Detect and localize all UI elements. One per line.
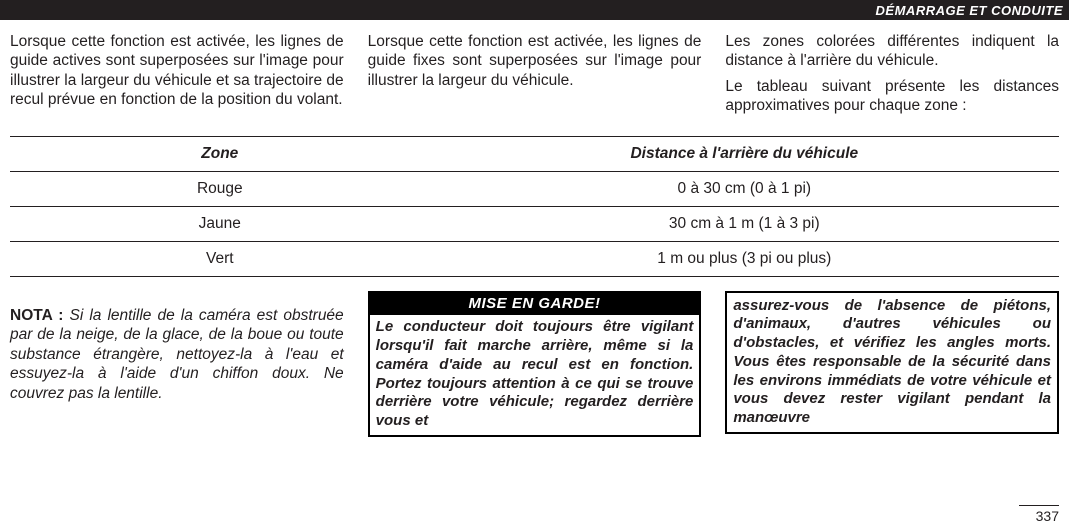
nota-paragraph: NOTA : Si la lentille de la caméra est o… <box>10 306 344 403</box>
table-row: Jaune 30 cm à 1 m (1 à 3 pi) <box>10 206 1059 241</box>
warning-column-2: assurez-vous de l'absence de piétons, d'… <box>725 291 1059 437</box>
intro-columns: Lorsque cette fonction est activée, les … <box>10 32 1059 122</box>
warning-body-1: Le conducteur doit toujours être vigilan… <box>370 315 700 435</box>
table-header-row: Zone Distance à l'arrière du véhicule <box>10 136 1059 171</box>
intro-text-3a: Les zones colorées différentes indiquent… <box>725 32 1059 71</box>
nota-column: NOTA : Si la lentille de la caméra est o… <box>10 291 344 437</box>
intro-col-2: Lorsque cette fonction est activée, les … <box>368 32 702 122</box>
cell-dist: 30 cm à 1 m (1 à 3 pi) <box>430 206 1059 241</box>
warning-box: MISE EN GARDE! Le conducteur doit toujou… <box>368 291 702 437</box>
cell-dist: 1 m ou plus (3 pi ou plus) <box>430 241 1059 276</box>
nota-label: NOTA : <box>10 307 63 324</box>
warning-body-2: assurez-vous de l'absence de piétons, d'… <box>727 293 1057 432</box>
warning-column-1: MISE EN GARDE! Le conducteur doit toujou… <box>368 291 702 437</box>
zone-distance-table: Zone Distance à l'arrière du véhicule Ro… <box>10 136 1059 277</box>
cell-zone: Rouge <box>10 171 430 206</box>
cell-zone: Vert <box>10 241 430 276</box>
cell-zone: Jaune <box>10 206 430 241</box>
th-distance: Distance à l'arrière du véhicule <box>430 136 1059 171</box>
table-row: Rouge 0 à 30 cm (0 à 1 pi) <box>10 171 1059 206</box>
warning-title: MISE EN GARDE! <box>370 293 700 316</box>
section-title: DÉMARRAGE ET CONDUITE <box>876 3 1063 18</box>
intro-text-3b: Le tableau suivant présente les distance… <box>725 77 1059 116</box>
intro-col-3: Les zones colorées différentes indiquent… <box>725 32 1059 122</box>
intro-text-2: Lorsque cette fonction est activée, les … <box>368 32 702 90</box>
th-zone: Zone <box>10 136 430 171</box>
lower-columns: NOTA : Si la lentille de la caméra est o… <box>10 291 1059 437</box>
cell-dist: 0 à 30 cm (0 à 1 pi) <box>430 171 1059 206</box>
table-row: Vert 1 m ou plus (3 pi ou plus) <box>10 241 1059 276</box>
intro-col-1: Lorsque cette fonction est activée, les … <box>10 32 344 122</box>
warning-box-continued: assurez-vous de l'absence de piétons, d'… <box>725 291 1059 434</box>
section-header: DÉMARRAGE ET CONDUITE <box>0 0 1069 20</box>
intro-text-1: Lorsque cette fonction est activée, les … <box>10 32 344 110</box>
page-number: 337 <box>1019 505 1059 524</box>
